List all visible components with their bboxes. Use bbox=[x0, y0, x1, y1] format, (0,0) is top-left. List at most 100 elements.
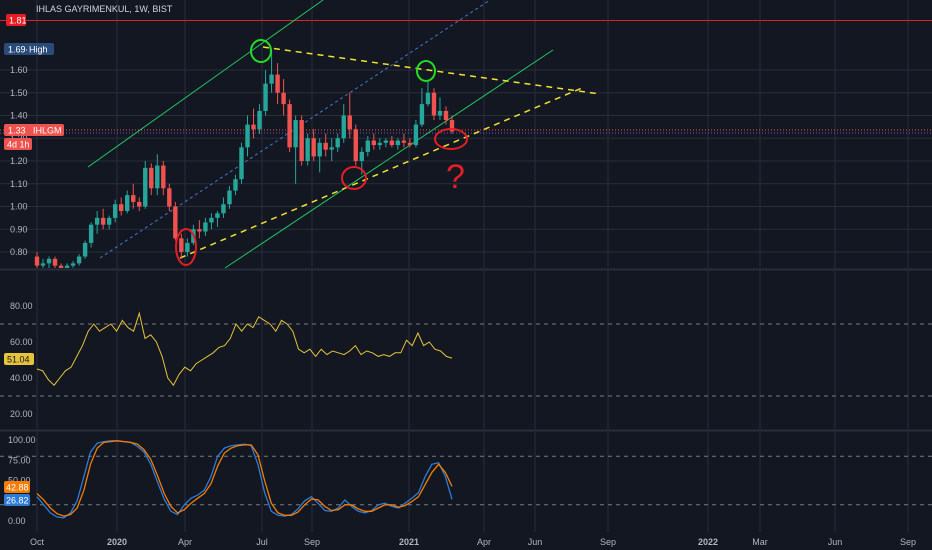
candle-body bbox=[76, 256, 82, 264]
time-axis-tick-label: 2021 bbox=[399, 537, 419, 547]
candle-body bbox=[137, 201, 142, 207]
channel-lower-line[interactable] bbox=[224, 49, 554, 269]
time-axis-tick-label: Oct bbox=[30, 537, 45, 547]
rsi-axis-tick-label: 40.00 bbox=[10, 373, 33, 383]
candle bbox=[377, 138, 383, 150]
time-axis-background bbox=[0, 533, 932, 550]
rsi-axis-tick-label: 60.00 bbox=[10, 337, 33, 347]
candle bbox=[431, 88, 437, 121]
svg-text:1.81: 1.81 bbox=[9, 16, 27, 26]
time-axis-tick-label: Sep bbox=[304, 537, 320, 547]
candle bbox=[413, 120, 419, 148]
low-circle-annotation bbox=[434, 128, 468, 150]
candle-body bbox=[323, 142, 328, 150]
candle bbox=[269, 49, 274, 93]
candle bbox=[227, 186, 232, 209]
candle-body bbox=[131, 195, 136, 202]
candle bbox=[233, 174, 238, 196]
candle-body bbox=[383, 140, 389, 143]
candle bbox=[185, 238, 190, 257]
rsi-pane[interactable]: 20.00 40.00 60.00 80.00 bbox=[0, 271, 932, 429]
candle-body bbox=[58, 265, 64, 268]
candle bbox=[209, 213, 214, 230]
time-axis-tick-label: Jun bbox=[528, 537, 543, 547]
rsi-axis-tick-label: 80.00 bbox=[10, 301, 33, 311]
candle-body bbox=[299, 120, 304, 161]
svg-text:High: High bbox=[29, 45, 48, 55]
candle bbox=[34, 252, 40, 268]
peak-circle-annotation bbox=[250, 39, 272, 63]
candle-body bbox=[287, 104, 292, 148]
candle-body bbox=[40, 263, 46, 266]
price-tag-red-line: 1.81 bbox=[6, 14, 27, 26]
candle-body bbox=[203, 222, 208, 232]
candle-body bbox=[371, 140, 377, 146]
question-mark-annotation: ? bbox=[446, 158, 465, 196]
candle-body bbox=[245, 124, 250, 148]
candle-body bbox=[209, 217, 214, 223]
candle-body bbox=[269, 74, 274, 84]
candle bbox=[70, 261, 76, 268]
candle bbox=[335, 133, 340, 152]
candle bbox=[125, 190, 130, 214]
candle bbox=[251, 108, 256, 139]
candle-body bbox=[275, 74, 280, 93]
stoch-axis-tick-label: 75.00 bbox=[8, 455, 31, 465]
candle-body bbox=[106, 217, 112, 225]
candle-body bbox=[143, 167, 148, 207]
stoch-d-line[interactable] bbox=[36, 440, 453, 517]
candle-body bbox=[335, 138, 340, 148]
candle-body bbox=[88, 224, 94, 243]
price-tag-last: 1.33 IHLGM bbox=[4, 124, 64, 136]
candle bbox=[281, 79, 286, 116]
candle bbox=[131, 183, 136, 209]
price-axis-tick-label: 1.60 bbox=[10, 65, 28, 75]
price-pane[interactable]: 0.800.901.001.101.201.301.401.501.60 bbox=[0, 0, 932, 269]
time-axis-tick-label: Apr bbox=[178, 537, 192, 547]
candle-body bbox=[353, 129, 358, 161]
candle bbox=[173, 201, 178, 241]
stoch-k-line[interactable] bbox=[36, 440, 453, 519]
candle bbox=[100, 208, 106, 230]
candle bbox=[443, 106, 449, 125]
price-axis-tick-label: 1.00 bbox=[10, 202, 28, 212]
candle bbox=[197, 220, 202, 239]
candle-body bbox=[239, 147, 244, 180]
descending-trendline[interactable] bbox=[262, 46, 601, 95]
candle-body bbox=[161, 165, 166, 189]
low-circle-annotation bbox=[175, 228, 197, 266]
channel-upper-line[interactable] bbox=[87, 0, 324, 168]
candle-body bbox=[449, 120, 455, 132]
candle-body bbox=[257, 110, 262, 130]
time-axis-tick-label: Jun bbox=[828, 537, 843, 547]
candle bbox=[365, 135, 370, 157]
time-axis-tick-label: Jul bbox=[256, 537, 268, 547]
time-axis[interactable]: Oct 2020 Apr Jul Sep 2021 Apr Jun Sep 2022 Mar Jun S… bbox=[0, 533, 932, 550]
svg-text:26.82: 26.82 bbox=[6, 496, 29, 506]
candle bbox=[263, 70, 268, 116]
candle bbox=[287, 99, 292, 152]
candle bbox=[94, 211, 100, 234]
time-axis-tick-label: Apr bbox=[477, 537, 491, 547]
stoch-d-tag: 42.88 bbox=[4, 481, 30, 493]
price-tag-high: 1.69 · High bbox=[4, 43, 54, 55]
candle bbox=[419, 88, 425, 127]
candle bbox=[52, 256, 58, 268]
candle-body bbox=[100, 217, 106, 225]
ascending-trendline[interactable] bbox=[179, 87, 583, 259]
candle-body bbox=[197, 229, 202, 232]
candle bbox=[245, 115, 250, 157]
candle-body bbox=[413, 124, 419, 146]
candle-body bbox=[395, 140, 401, 146]
rsi-line[interactable] bbox=[36, 311, 453, 387]
candle-body bbox=[263, 83, 268, 111]
candle bbox=[167, 183, 172, 212]
candle-body bbox=[70, 263, 76, 266]
candle bbox=[203, 217, 208, 237]
stoch-k-tag: 26.82 bbox=[4, 494, 30, 506]
stoch-axis-tick-label: 0.00 bbox=[8, 516, 26, 526]
candle-body bbox=[227, 190, 232, 205]
